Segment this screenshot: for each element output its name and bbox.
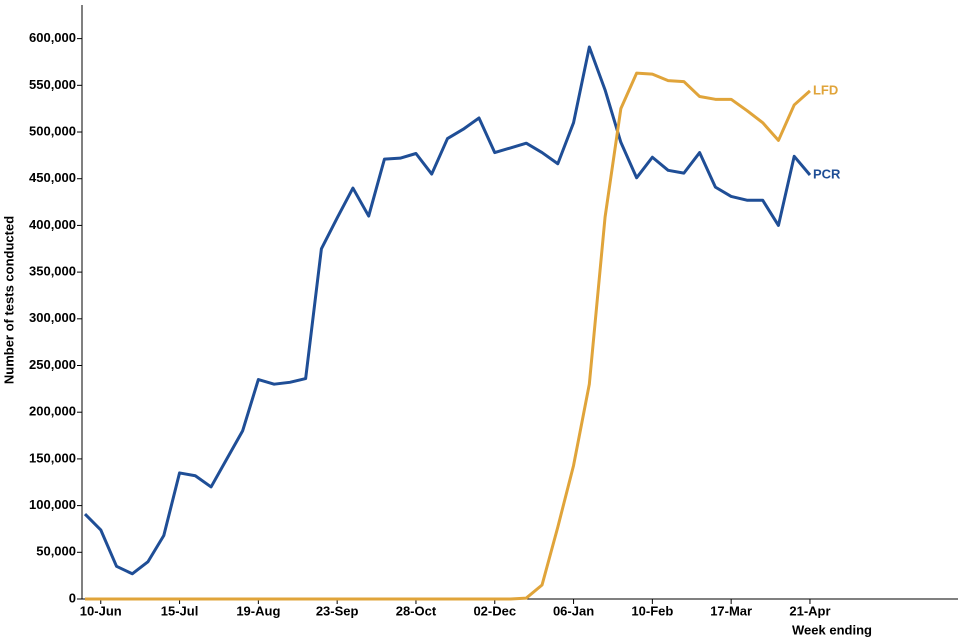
x-tick-label: 17-Mar: [710, 603, 752, 618]
x-tick-label: 19-Aug: [236, 603, 280, 618]
y-tick-label: 450,000: [29, 170, 76, 185]
series-label: PCR: [813, 166, 841, 181]
x-tick-label: 06-Jan: [553, 603, 594, 618]
x-tick-label: 23-Sep: [316, 603, 359, 618]
y-tick-label: 250,000: [29, 357, 76, 372]
y-tick-label: 50,000: [36, 544, 76, 559]
y-tick-label: 500,000: [29, 123, 76, 138]
y-tick-label: 600,000: [29, 30, 76, 45]
y-tick-label: 0: [69, 590, 76, 605]
series-line: [83, 45, 812, 576]
y-tick-label: 550,000: [29, 77, 76, 92]
series-label: LFD: [813, 82, 838, 97]
x-tick-label: 21-Apr: [789, 603, 830, 618]
x-axis-title: Week ending: [792, 622, 872, 637]
x-tick-label: 10-Feb: [631, 603, 673, 618]
y-tick-label: 300,000: [29, 310, 76, 325]
x-tick-label: 28-Oct: [396, 603, 437, 618]
y-tick-label: 350,000: [29, 264, 76, 279]
x-tick-label: 10-Jun: [80, 603, 122, 618]
y-tick-label: 150,000: [29, 450, 76, 465]
x-tick-label: 02-Dec: [473, 603, 516, 618]
y-axis-title: Number of tests conducted: [1, 216, 16, 384]
x-tick-label: 15-Jul: [161, 603, 199, 618]
y-tick-label: 200,000: [29, 404, 76, 419]
series-line: [85, 71, 811, 601]
y-tick-label: 100,000: [29, 497, 76, 512]
y-tick-label: 400,000: [29, 217, 76, 232]
